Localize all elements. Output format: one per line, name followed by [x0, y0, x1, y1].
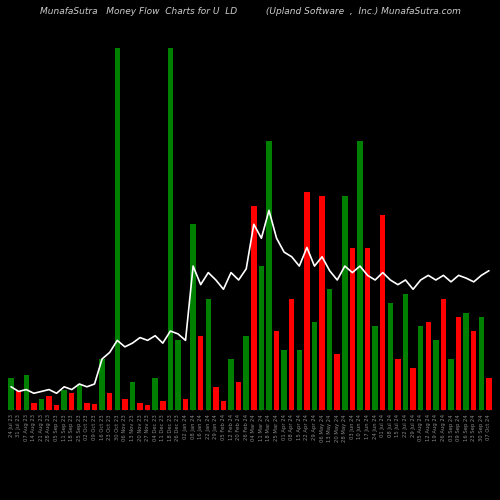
Bar [183, 399, 188, 410]
Bar [100, 359, 105, 410]
Bar [365, 248, 370, 410]
Bar [92, 404, 97, 410]
Bar [274, 331, 280, 410]
Bar [312, 322, 317, 410]
Bar [145, 406, 150, 410]
Bar [433, 340, 438, 410]
Bar [31, 402, 36, 410]
Bar [206, 298, 211, 410]
Bar [342, 196, 347, 410]
Bar [114, 48, 120, 410]
Bar [24, 374, 29, 410]
Bar [410, 368, 416, 410]
Bar [258, 266, 264, 410]
Bar [304, 192, 310, 410]
Bar [198, 336, 203, 410]
Bar [327, 290, 332, 410]
Bar [403, 294, 408, 410]
Bar [84, 402, 89, 410]
Bar [54, 406, 60, 410]
Bar [372, 326, 378, 410]
Bar [46, 396, 52, 410]
Bar [282, 350, 287, 410]
Bar [228, 359, 234, 410]
Bar [152, 378, 158, 410]
Bar [107, 394, 112, 410]
Bar [160, 400, 166, 410]
Bar [220, 400, 226, 410]
Bar [16, 392, 22, 410]
Bar [266, 140, 272, 410]
Bar [334, 354, 340, 410]
Bar [380, 215, 386, 410]
Bar [456, 317, 462, 410]
Bar [471, 331, 476, 410]
Bar [388, 303, 393, 410]
Bar [464, 312, 469, 410]
Bar [190, 224, 196, 410]
Bar [130, 382, 135, 410]
Bar [138, 402, 142, 410]
Bar [244, 336, 249, 410]
Bar [69, 394, 74, 410]
Bar [38, 399, 44, 410]
Bar [175, 340, 180, 410]
Bar [76, 384, 82, 410]
Title: MunafaSutra   Money Flow  Charts for U  LD          (Upland Software  ,  Inc.) M: MunafaSutra Money Flow Charts for U LD (… [40, 8, 461, 16]
Bar [395, 359, 400, 410]
Bar [8, 378, 14, 410]
Bar [486, 378, 492, 410]
Bar [213, 387, 218, 410]
Bar [320, 196, 325, 410]
Bar [62, 390, 67, 410]
Bar [418, 326, 424, 410]
Bar [350, 248, 355, 410]
Bar [358, 140, 362, 410]
Bar [251, 206, 256, 410]
Bar [440, 298, 446, 410]
Bar [478, 317, 484, 410]
Bar [448, 359, 454, 410]
Bar [426, 322, 431, 410]
Bar [236, 382, 242, 410]
Bar [289, 298, 294, 410]
Bar [296, 350, 302, 410]
Bar [122, 399, 128, 410]
Bar [168, 48, 173, 410]
